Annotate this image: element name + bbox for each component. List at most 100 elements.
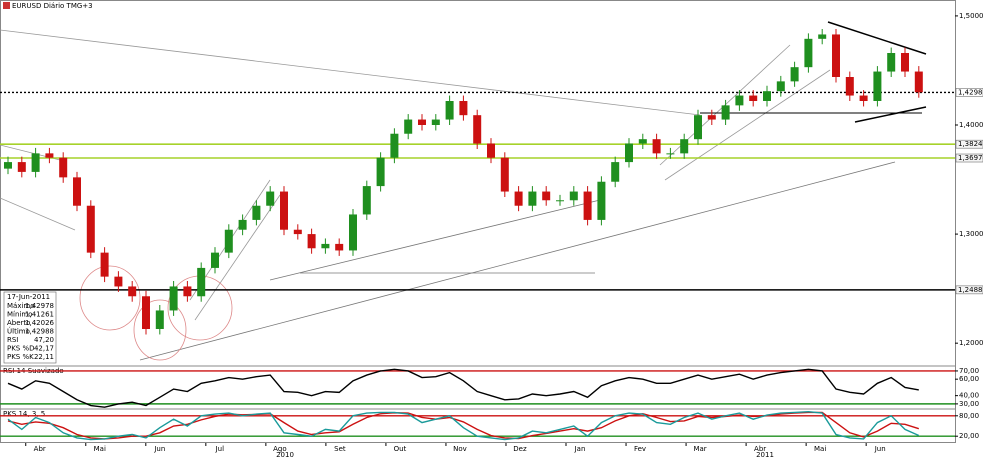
info-value: 42,17 (34, 345, 54, 353)
candle-body (335, 243, 344, 251)
candle-body (611, 162, 620, 182)
level-label-box (955, 153, 983, 163)
candle-body (31, 153, 40, 172)
x-tick-label: Jun (874, 445, 886, 453)
candle-body (404, 119, 413, 134)
symbol-icon (3, 2, 10, 9)
level-label: 1,24886 (958, 286, 983, 294)
level-label: 1,38243 (958, 140, 983, 148)
candle-body (362, 186, 371, 215)
x-tick-label: Nov (453, 445, 467, 453)
candle-body (735, 95, 744, 106)
candle-body (514, 191, 523, 206)
y-tick-label: 1,20000 (959, 339, 983, 347)
candle-body (638, 139, 647, 144)
y-tick-label: 1,30000 (959, 230, 983, 238)
candle-body (280, 191, 288, 230)
trend-line (139, 161, 896, 361)
x-tick-label: Jun (153, 445, 165, 453)
level-label: 1,42988 (958, 88, 983, 96)
x-tick-label: Mai (814, 445, 826, 453)
candle-body (763, 91, 771, 101)
circle-annotation (79, 265, 141, 331)
candle-body (901, 53, 909, 72)
candle-body (349, 214, 357, 251)
triangle-line (827, 21, 927, 55)
candle-body (721, 105, 730, 120)
candle-body (17, 162, 26, 172)
candle-body (887, 53, 896, 72)
candle-body (376, 157, 385, 187)
candle-body (45, 153, 54, 158)
y-tick-label: 1,50000 (959, 12, 983, 20)
chart-title: EURUSD Diário TMG+3 (12, 2, 93, 10)
candle-body (252, 205, 261, 220)
x-tick-label: Abr (754, 445, 766, 453)
year-label: 2010 (276, 451, 294, 458)
info-value: 1,42988 (25, 328, 54, 336)
channel-line (194, 194, 281, 321)
x-tick-label: Fev (634, 445, 646, 453)
info-date: 17-Jun-2011 (7, 293, 50, 301)
candle-body (473, 115, 482, 144)
info-value: 1,42026 (25, 319, 54, 327)
channel-line (664, 69, 831, 181)
candle-body (418, 119, 426, 125)
x-tick-label: Dez (513, 445, 527, 453)
candle-body (790, 67, 799, 82)
candle-body (666, 153, 675, 155)
candle-body (625, 143, 633, 163)
candle-body (749, 95, 758, 101)
info-label: Último (7, 327, 30, 336)
candle-body (238, 219, 247, 230)
y-tick-label: 40,00 (959, 392, 979, 400)
info-value: 1,42978 (25, 302, 54, 310)
candle-body (542, 191, 551, 201)
candle-body (528, 191, 537, 206)
info-value: 47,20 (34, 336, 54, 344)
info-label: PKS %K (7, 353, 34, 361)
candle-body (583, 191, 592, 220)
candle-body (500, 157, 509, 192)
circle-annotation (133, 299, 187, 361)
candle-body (707, 115, 716, 120)
info-label: PKS %D (7, 345, 35, 353)
x-tick-label: Mar (693, 445, 706, 453)
plot-frame (0, 0, 956, 443)
x-tick-label: Set (334, 445, 346, 453)
candle-body (114, 276, 123, 287)
candle-body (128, 286, 137, 297)
candle-body (845, 77, 854, 96)
y-tick-label: 80,00 (959, 412, 979, 420)
candle-body (73, 177, 81, 206)
panel-title: PKS 14, 3, 5 (3, 410, 45, 418)
info-value: 1,41261 (25, 311, 54, 319)
candle-body (211, 252, 219, 268)
y-tick-label: 20,00 (959, 432, 979, 440)
candle-body (86, 205, 95, 253)
candle-body (59, 157, 68, 178)
candle-body (224, 229, 233, 253)
candle-body (431, 119, 440, 125)
candle-body (321, 243, 330, 249)
candle-body (197, 267, 206, 297)
x-tick-label: Mai (94, 445, 106, 453)
triangle-line (854, 106, 927, 123)
candle-body (597, 181, 606, 220)
info-label: Aberto (7, 319, 30, 327)
candle-body (859, 95, 868, 101)
candle-body (487, 143, 495, 158)
info-label: RSI (7, 336, 18, 344)
series-line (7, 368, 919, 408)
y-tick-label: 70,00 (959, 367, 979, 375)
year-label: 2011 (756, 451, 774, 458)
candle-body (266, 191, 275, 206)
candle-body (390, 133, 399, 158)
candle-body (818, 34, 827, 39)
candle-body (776, 81, 785, 92)
info-label: Máximo (7, 302, 35, 310)
candle-body (804, 38, 813, 68)
info-box (3, 291, 57, 364)
